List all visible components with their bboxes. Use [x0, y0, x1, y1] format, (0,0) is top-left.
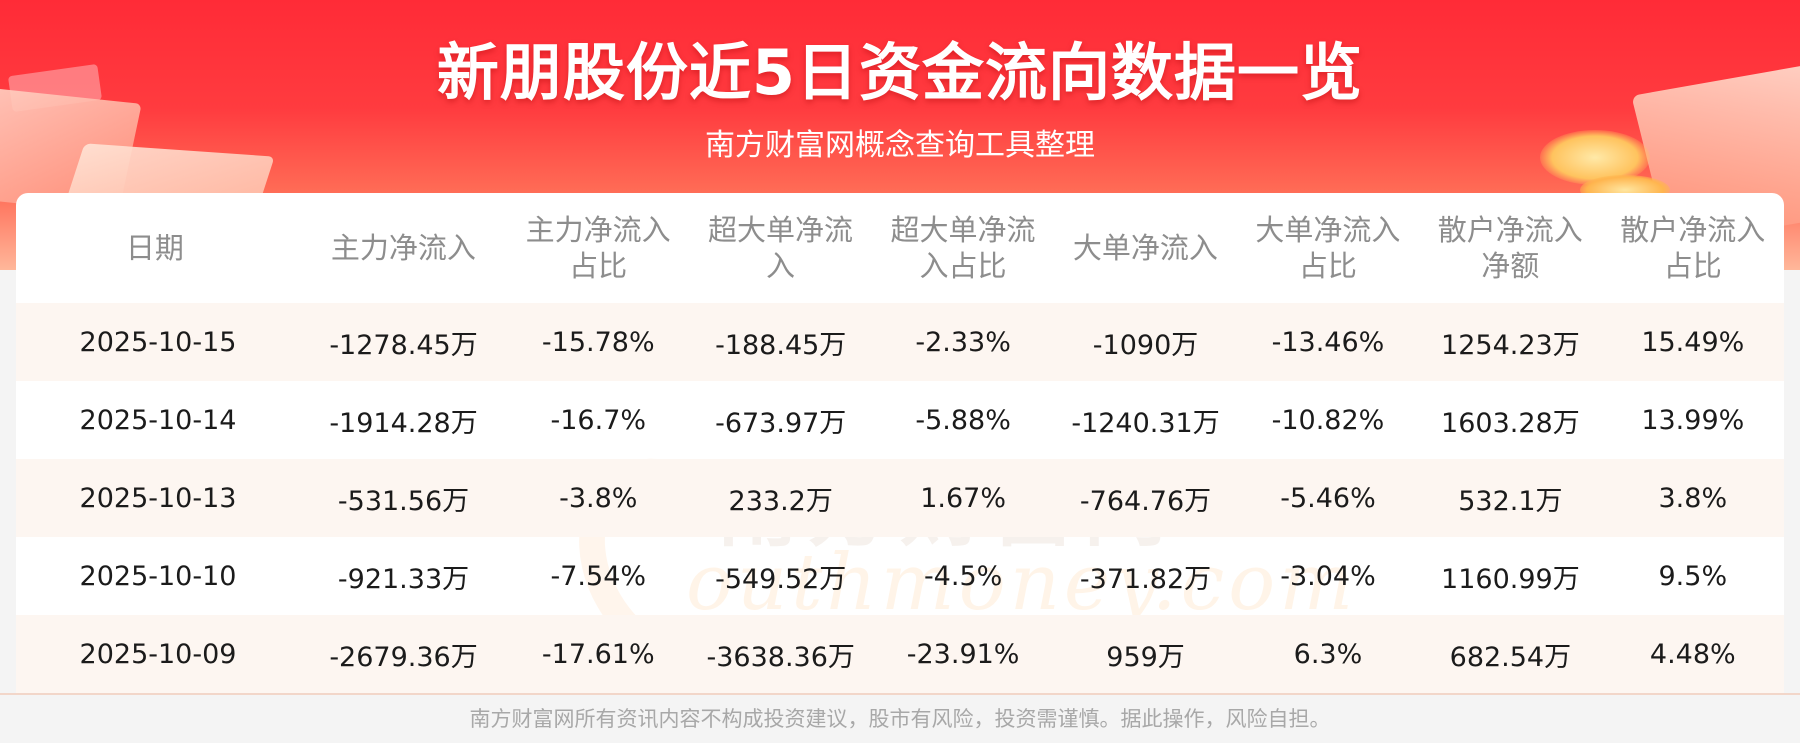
- column-header-line: 散户净流入: [1437, 213, 1583, 247]
- data-card: 南方财富网 outhmoney.com 日期主力净流入主力净流入占比超大单净流入…: [16, 193, 1784, 693]
- value-cell: -13.46%: [1271, 326, 1385, 358]
- value-cell: -17.61%: [541, 638, 655, 670]
- value-cell: -673.97万: [715, 407, 847, 439]
- column-header: 大单净流入: [1054, 230, 1236, 266]
- column-header: 散户净流入 净额: [1419, 212, 1601, 284]
- column-header: 日期: [16, 230, 300, 266]
- column-header-line: 散户净流入: [1620, 213, 1766, 247]
- value-cell: -1090万: [1092, 329, 1199, 361]
- value-cell: -3.8%: [559, 482, 638, 514]
- value-cell: -188.45万: [715, 329, 847, 361]
- column-header-line: 入占比: [919, 249, 1007, 283]
- value-cell: -1278.45万: [329, 329, 478, 361]
- footer-disclaimer: 南方财富网所有资讯内容不构成投资建议，股市有风险，投资需谨慎。据此操作，风险自担…: [0, 693, 1800, 743]
- table-row: 2025-10-15 -1278.45万 -15.78% -188.45万 -2.33%…: [16, 303, 1784, 381]
- date-cell: 2025-10-15: [79, 326, 237, 358]
- fund-flow-table: 日期 主力净流入 主力净流入 占比 超大单净流入超大单净流 入占比 大单净流入 大单净流入 占比…: [16, 193, 1784, 693]
- column-header-line: 占比: [1663, 249, 1722, 283]
- value-cell: -5.46%: [1280, 482, 1376, 514]
- table-header: 日期 主力净流入 主力净流入 占比 超大单净流入超大单净流 入占比 大单净流入 大单净流入 占比…: [16, 193, 1784, 303]
- column-header-line: 主力净流入: [525, 213, 671, 247]
- value-cell: 682.54万: [1449, 641, 1572, 673]
- column-header: 主力净流入 占比: [507, 212, 689, 284]
- value-cell: -5.88%: [915, 404, 1011, 436]
- value-cell: -531.56万: [337, 485, 470, 517]
- column-header: 主力净流入: [300, 230, 507, 266]
- value-cell: -10.82%: [1271, 404, 1385, 436]
- page-title: 新朋股份近5日资金流向数据一览: [436, 36, 1364, 109]
- date-cell: 2025-10-13: [79, 482, 237, 514]
- column-header-line: 主力净流入: [330, 231, 476, 265]
- value-cell: -549.52万: [715, 563, 847, 595]
- column-header: 大单净流入 占比: [1237, 212, 1419, 284]
- value-cell: 15.49%: [1641, 326, 1745, 358]
- column-header-line: 占比: [1298, 249, 1357, 283]
- value-cell: -2.33%: [915, 326, 1011, 358]
- value-cell: 1.67%: [920, 482, 1006, 514]
- table-row: 2025-10-14 -1914.28万 -16.7% -673.97万 -5.88% -…: [16, 381, 1784, 459]
- value-cell: 9.5%: [1658, 560, 1728, 592]
- column-header-line: 日期: [125, 231, 184, 265]
- value-cell: 1160.99万: [1441, 563, 1580, 595]
- value-cell: 6.3%: [1293, 638, 1363, 670]
- value-cell: 13.99%: [1641, 404, 1745, 436]
- value-cell: -1240.31万: [1071, 407, 1220, 439]
- column-header-line: 超大单净流: [890, 213, 1036, 247]
- value-cell: -15.78%: [541, 326, 655, 358]
- value-cell: 959万: [1106, 641, 1185, 673]
- table-body: 2025-10-15 -1278.45万 -15.78% -188.45万 -2.33%…: [16, 303, 1784, 693]
- table-row: 2025-10-13 -531.56万 -3.8% 233.2万 1.67% -764.7…: [16, 459, 1784, 537]
- value-cell: -921.33万: [337, 563, 470, 595]
- table-row: 2025-10-09 -2679.36万 -17.61% -3638.36万 -23.9…: [16, 615, 1784, 693]
- column-header: 散户净流入 占比: [1602, 212, 1784, 284]
- value-cell: 1603.28万: [1441, 407, 1580, 439]
- value-cell: -2679.36万: [329, 641, 478, 673]
- table-row: 2025-10-10 -921.33万 -7.54% -549.52万 -4.5% -37…: [16, 537, 1784, 615]
- value-cell: -7.54%: [550, 560, 647, 592]
- column-header-line: 超大单净流: [708, 213, 854, 247]
- date-cell: 2025-10-09: [79, 638, 237, 670]
- column-header-line: 入: [766, 249, 796, 283]
- value-cell: -16.7%: [550, 404, 647, 436]
- column-header: 超大单净流 入占比: [872, 212, 1054, 284]
- value-cell: 532.1万: [1458, 485, 1563, 517]
- column-header-line: 大单净流入: [1072, 231, 1218, 265]
- value-cell: -3638.36万: [706, 641, 855, 673]
- value-cell: 233.2万: [728, 485, 833, 517]
- value-cell: -4.5%: [923, 560, 1003, 592]
- value-cell: 3.8%: [1658, 482, 1728, 514]
- date-cell: 2025-10-10: [79, 560, 237, 592]
- column-header-line: 占比: [569, 249, 628, 283]
- column-header: 超大单净流入: [689, 212, 871, 284]
- value-cell: -1914.28万: [329, 407, 478, 439]
- value-cell: -23.91%: [906, 638, 1020, 670]
- page-subtitle: 南方财富网概念查询工具整理: [705, 128, 1095, 163]
- column-header-line: 大单净流入: [1255, 213, 1401, 247]
- column-header-line: 净额: [1481, 249, 1540, 283]
- value-cell: 4.48%: [1649, 638, 1736, 670]
- date-cell: 2025-10-14: [79, 404, 237, 436]
- value-cell: -3.04%: [1280, 560, 1376, 592]
- value-cell: 1254.23万: [1441, 329, 1580, 361]
- value-cell: -371.82万: [1079, 563, 1212, 595]
- value-cell: -764.76万: [1079, 485, 1212, 517]
